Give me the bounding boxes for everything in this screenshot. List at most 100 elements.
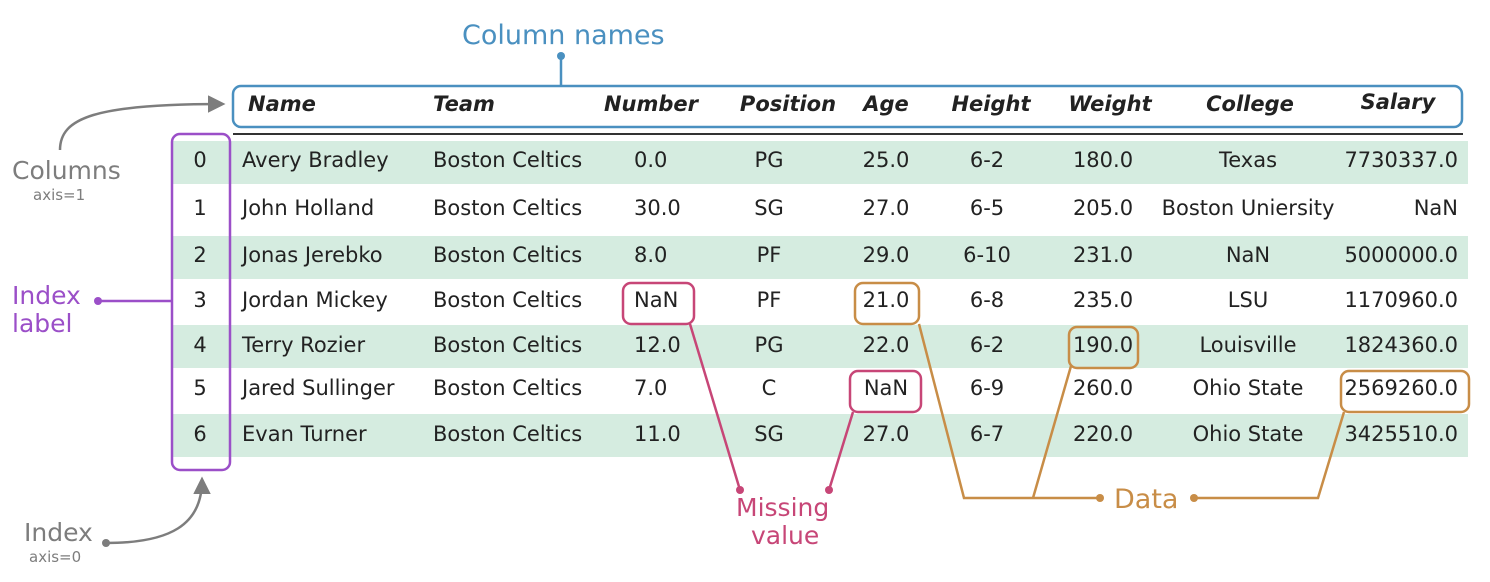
cell-number: 30.0 [634, 196, 681, 220]
cell-weight: 235.0 [1072, 288, 1134, 312]
index-cell: 5 [193, 376, 207, 400]
cell-name: Jonas Jerebko [242, 243, 383, 267]
column-names-dot [557, 52, 565, 60]
cell-salary: NaN [1413, 196, 1458, 220]
cell-weight: 231.0 [1072, 243, 1134, 267]
cell-college: Texas [1218, 148, 1278, 172]
cell-number: 0.0 [634, 148, 668, 172]
cell-number: NaN [634, 288, 679, 312]
cell-salary: 2569260.0 [1344, 376, 1458, 400]
data-pointer-age [917, 323, 1100, 500]
row-stripe-2 [172, 236, 1468, 279]
cell-weight: 190.0 [1072, 333, 1134, 357]
data-pointer-weight [1031, 365, 1073, 499]
data-box-weight [1067, 325, 1140, 370]
column-names-title: Column names [462, 20, 665, 51]
cell-name: Avery Bradley [242, 148, 389, 172]
index-label-annotation-line2: label [12, 309, 73, 338]
cell-team: Boston Celtics [433, 376, 583, 400]
data-dot-right [1190, 494, 1198, 502]
cell-salary: 1824360.0 [1344, 333, 1458, 357]
index-label-bracket [170, 132, 232, 472]
columns-axis-arrow [58, 95, 226, 151]
column-header-name: Name [248, 92, 316, 116]
column-header-college: College [1206, 92, 1294, 116]
cell-college: Ohio State [1192, 422, 1304, 446]
cell-name: Jordan Mickey [242, 288, 388, 312]
data-box-age [853, 281, 921, 326]
cell-age: 27.0 [862, 422, 910, 446]
data-dot-left [1096, 494, 1104, 502]
cell-college: Ohio State [1192, 376, 1304, 400]
cell-position: PF [756, 243, 782, 267]
index-cell: 4 [193, 333, 207, 357]
index-cell: 0 [193, 148, 207, 172]
row-stripe-6 [172, 414, 1468, 457]
cell-age: 27.0 [862, 196, 910, 220]
cell-salary: 5000000.0 [1344, 243, 1458, 267]
missing-value-pointer-2 [827, 411, 855, 491]
cell-position: SG [754, 422, 784, 446]
cell-name: Jared Sullinger [242, 376, 395, 400]
row-stripe-4 [172, 325, 1468, 368]
cell-number: 7.0 [634, 376, 668, 400]
cell-name: John Holland [242, 196, 375, 220]
missing-value-box-number [621, 281, 696, 326]
cell-weight: 180.0 [1072, 148, 1134, 172]
column-header-number: Number [603, 92, 699, 116]
columns-axis-label: axis=1 [33, 186, 86, 204]
missing-value-dot-1 [736, 486, 744, 494]
cell-age: 25.0 [862, 148, 910, 172]
data-label: Data [1114, 484, 1179, 515]
cell-college: NaN [1225, 243, 1271, 267]
cell-height: 6-9 [969, 376, 1005, 400]
cell-height: 6-2 [969, 333, 1005, 357]
cell-salary: 1170960.0 [1344, 288, 1458, 312]
data-pointer-salary [1194, 411, 1346, 500]
missing-value-dot-2 [825, 486, 833, 494]
index-axis-label: axis=0 [29, 548, 82, 566]
cell-position: SG [754, 196, 784, 220]
cell-height: 6-10 [963, 243, 1011, 267]
cell-name: Evan Turner [242, 422, 367, 446]
cell-team: Boston Celtics [433, 196, 583, 220]
column-header-position: Position [739, 92, 837, 116]
cell-height: 6-5 [969, 196, 1005, 220]
index-axis-dot [102, 539, 110, 547]
cell-college: Boston Uniersity [1161, 196, 1335, 220]
columns-label: Columns [12, 156, 121, 185]
index-cell: 3 [193, 288, 207, 312]
index-label-annotation-line1: Index [12, 281, 81, 310]
cell-weight: 260.0 [1072, 376, 1134, 400]
cell-height: 6-2 [969, 148, 1005, 172]
cell-age: 22.0 [862, 333, 910, 357]
cell-weight: 220.0 [1072, 422, 1134, 446]
cell-salary: 3425510.0 [1344, 422, 1458, 446]
cell-team: Boston Celtics [433, 422, 583, 446]
cell-weight: 205.0 [1072, 196, 1134, 220]
cell-team: Boston Celtics [433, 243, 583, 267]
cell-team: Boston Celtics [433, 148, 583, 172]
cell-age: 29.0 [862, 243, 910, 267]
cell-height: 6-8 [969, 288, 1005, 312]
missing-value-label-line1: Missing [736, 493, 830, 522]
cell-number: 8.0 [634, 243, 668, 267]
cell-number: 12.0 [634, 333, 681, 357]
cell-team: Boston Celtics [433, 288, 583, 312]
cell-team: Boston Celtics [433, 333, 583, 357]
cell-college: Louisville [1199, 333, 1297, 357]
cell-height: 6-7 [969, 422, 1005, 446]
column-header-salary: Salary [1360, 90, 1436, 114]
index-cell: 1 [193, 196, 207, 220]
column-header-weight: Weight [1068, 92, 1152, 116]
column-header-age: Age [863, 92, 909, 116]
cell-number: 11.0 [634, 422, 681, 446]
cell-salary: 7730337.0 [1344, 148, 1458, 172]
cell-name: Terry Rozier [242, 333, 366, 357]
index-cell: 6 [193, 422, 207, 446]
row-stripe-0 [172, 141, 1468, 184]
cell-age: 21.0 [862, 288, 910, 312]
missing-value-box-age [848, 369, 923, 414]
cell-age: NaN [863, 376, 909, 400]
